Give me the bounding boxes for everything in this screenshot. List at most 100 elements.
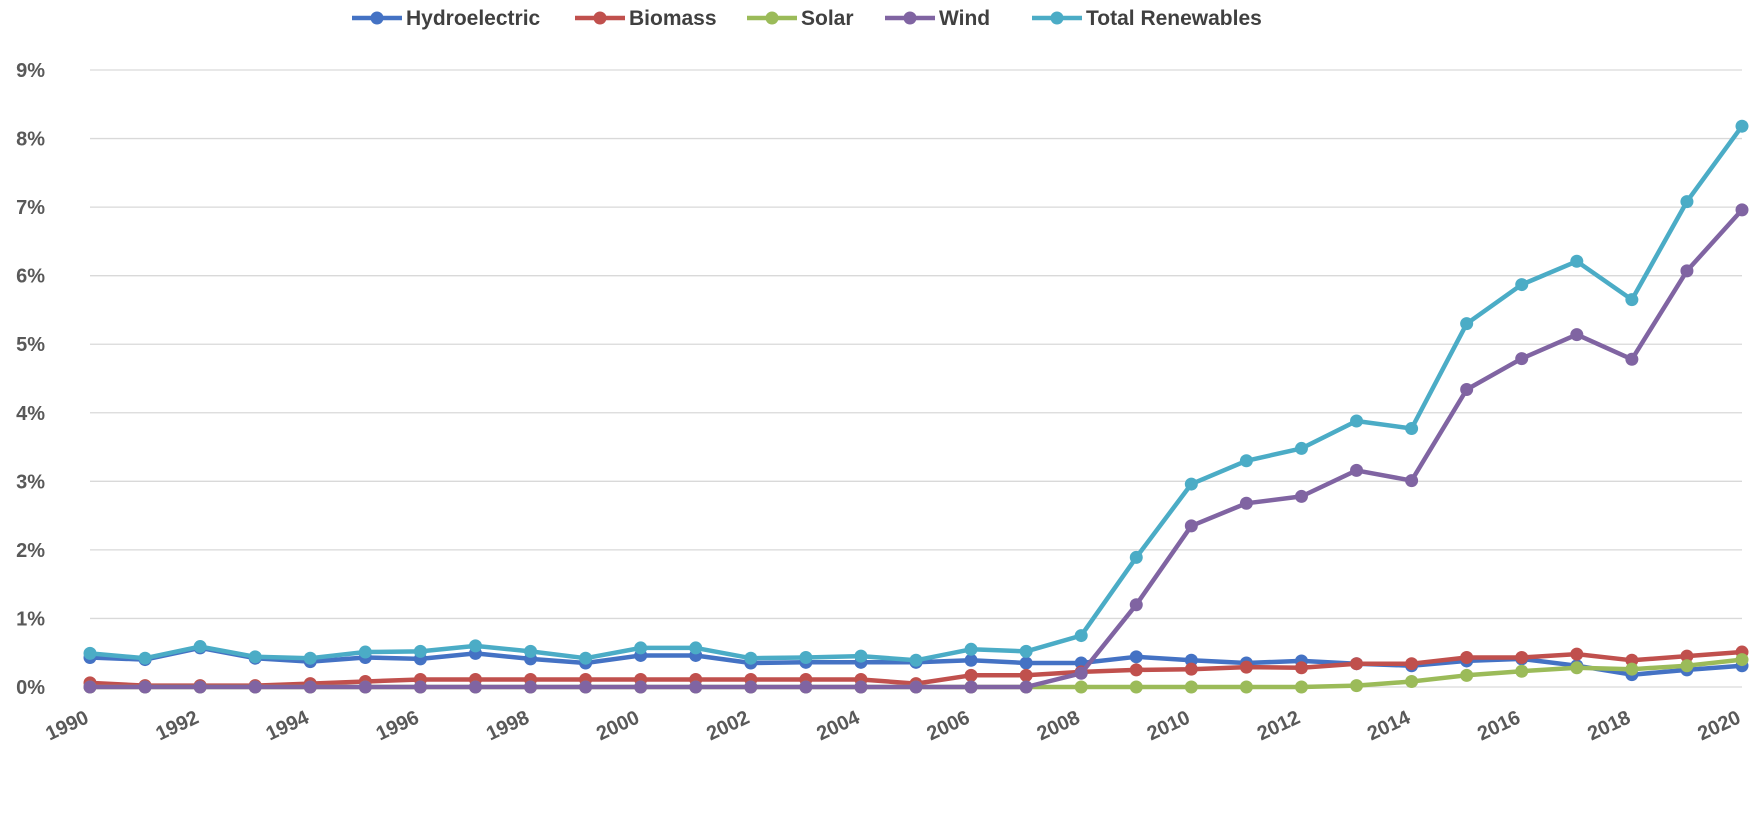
x-tick-label: 2016 <box>1474 707 1524 746</box>
data-point <box>1515 664 1529 678</box>
data-point <box>1350 463 1364 477</box>
data-point <box>1460 317 1474 331</box>
legend-label: Total Renewables <box>1086 7 1262 30</box>
data-point <box>1294 661 1308 675</box>
data-point <box>1515 352 1529 366</box>
data-point <box>744 680 758 694</box>
legend-item: Solar <box>747 7 854 30</box>
data-point <box>579 680 593 694</box>
data-point <box>634 641 648 655</box>
data-point <box>1405 422 1419 436</box>
data-point <box>1350 414 1364 428</box>
x-tick-label: 2010 <box>1144 707 1194 746</box>
y-tick-label: 5% <box>16 334 45 356</box>
data-point <box>1184 662 1198 676</box>
x-tick-label: 2002 <box>703 707 753 746</box>
data-point <box>1019 656 1033 670</box>
data-point <box>799 651 813 665</box>
series-lines <box>83 119 1749 694</box>
data-point <box>1129 680 1143 694</box>
data-point <box>1019 644 1033 658</box>
y-tick-label: 1% <box>16 608 45 630</box>
data-point <box>83 680 97 694</box>
y-tick-label: 2% <box>16 540 45 562</box>
data-point <box>1680 649 1694 663</box>
data-point <box>1515 278 1529 292</box>
x-tick-label: 2006 <box>924 707 974 746</box>
data-point <box>1239 496 1253 510</box>
data-point <box>138 680 152 694</box>
series-total-renewables <box>83 119 1749 667</box>
data-point <box>1019 680 1033 694</box>
x-tick-label: 2014 <box>1364 706 1414 745</box>
y-tick-label: 3% <box>16 471 45 493</box>
data-point <box>854 680 868 694</box>
data-point <box>1239 660 1253 674</box>
data-point <box>303 651 317 665</box>
data-point <box>138 651 152 665</box>
data-point <box>579 651 593 665</box>
data-point <box>1184 680 1198 694</box>
data-point <box>1074 680 1088 694</box>
data-point <box>1239 680 1253 694</box>
data-point <box>1184 477 1198 491</box>
y-tick-label: 8% <box>16 129 45 151</box>
data-point <box>1460 382 1474 396</box>
data-point <box>303 680 317 694</box>
data-point <box>1350 657 1364 671</box>
data-point <box>1625 653 1639 667</box>
x-tick-label: 1990 <box>42 707 92 746</box>
x-axis-ticks: 1990 1992 1994 1996 1998 2000 2002 2004 2006 2008… <box>42 706 1744 745</box>
data-point <box>1460 651 1474 665</box>
legend-swatch-marker <box>765 11 779 25</box>
y-tick-label: 9% <box>16 60 45 82</box>
data-point <box>524 680 538 694</box>
data-point <box>964 680 978 694</box>
legend-label: Solar <box>801 7 854 30</box>
data-point <box>468 639 482 653</box>
legend-swatch-marker <box>593 11 607 25</box>
data-point <box>1570 254 1584 268</box>
series-wind <box>83 203 1749 694</box>
legend-label: Hydroelectric <box>406 7 541 30</box>
data-point <box>909 653 923 667</box>
data-point <box>1680 264 1694 278</box>
x-tick-label: 2008 <box>1034 707 1084 746</box>
data-point <box>1350 679 1364 693</box>
data-point <box>1515 651 1529 665</box>
data-point <box>1405 675 1419 689</box>
data-point <box>854 649 868 663</box>
x-tick-label: 2012 <box>1254 707 1304 746</box>
data-point <box>689 641 703 655</box>
data-point <box>1625 293 1639 307</box>
data-point <box>1735 203 1749 217</box>
data-point <box>524 644 538 658</box>
data-point <box>1074 629 1088 643</box>
data-point <box>1405 657 1419 671</box>
data-point <box>1570 647 1584 661</box>
data-point <box>248 680 262 694</box>
data-point <box>689 680 703 694</box>
data-point <box>358 680 372 694</box>
data-point <box>248 650 262 664</box>
legend-swatch-marker <box>903 11 917 25</box>
series-line <box>87 123 1745 663</box>
data-point <box>1019 668 1033 682</box>
data-point <box>193 680 207 694</box>
data-point <box>1735 119 1749 133</box>
data-point <box>1294 489 1308 503</box>
data-point <box>1570 328 1584 342</box>
data-point <box>1625 662 1639 676</box>
data-point <box>1735 653 1749 667</box>
y-axis-ticks: 0% 1% 2% 3% 4% 5% 6% 7% 8% 9% <box>16 60 45 699</box>
data-point <box>1294 441 1308 455</box>
data-point <box>413 680 427 694</box>
data-point <box>964 668 978 682</box>
data-point <box>1570 661 1584 675</box>
legend-item: Total Renewables <box>1032 7 1262 30</box>
data-point <box>1680 659 1694 673</box>
y-tick-label: 6% <box>16 266 45 288</box>
data-point <box>1129 598 1143 612</box>
x-tick-label: 2000 <box>593 707 643 746</box>
